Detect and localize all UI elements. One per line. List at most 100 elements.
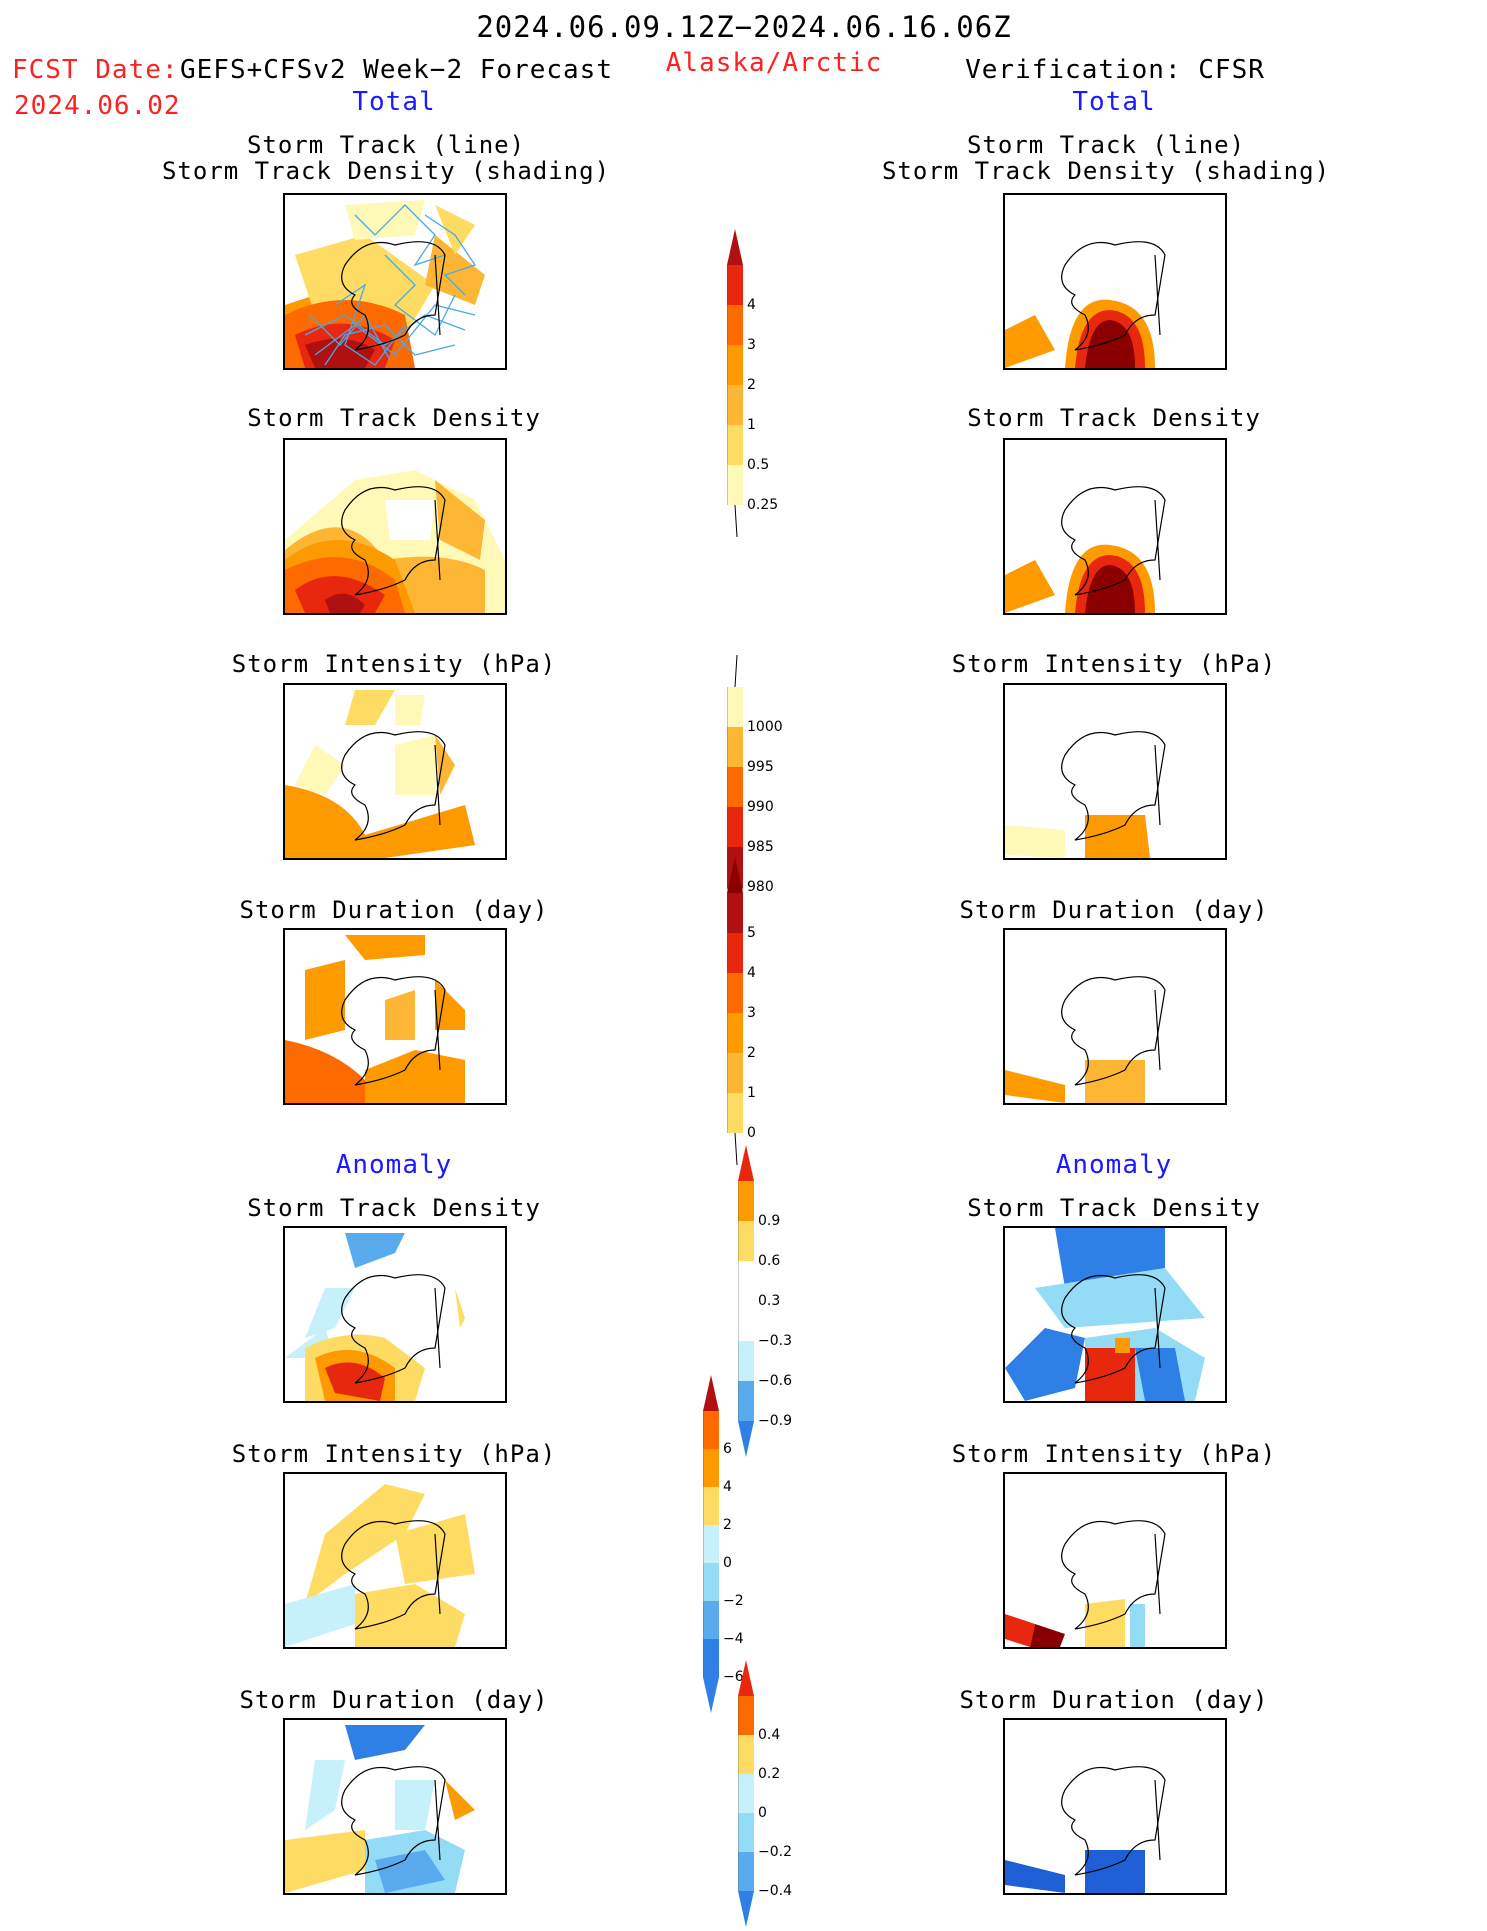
total-left-label: Total <box>352 87 436 117</box>
map-track-right <box>1003 193 1227 370</box>
map-intensity-anom-left <box>283 1472 507 1649</box>
map-intensity-anom-right <box>1003 1472 1227 1649</box>
colorbar-segment <box>727 767 743 807</box>
shade <box>1005 315 1055 368</box>
panel-title-intensity-right: Storm Intensity (hPa) <box>951 650 1277 678</box>
colorbar-segment <box>703 1639 719 1677</box>
colorbar-segment <box>738 1221 754 1261</box>
colorbar-duration-anomaly-svg <box>737 1660 754 1927</box>
colorbar-segment <box>703 1601 719 1639</box>
shade <box>1005 560 1055 613</box>
anomaly-right-label: Anomaly <box>1055 1150 1173 1180</box>
colorbar-tick-label: 1000 <box>747 719 783 735</box>
colorbar-top-arrow <box>703 1375 719 1411</box>
map-intensity-right <box>1003 683 1227 860</box>
colorbar-tick-label: −0.9 <box>758 1413 792 1429</box>
panel-title-duration-right: Storm Duration (day) <box>959 896 1269 924</box>
fcst-model: GEFS+CFSv2 Week−2 Forecast <box>180 55 613 85</box>
shade <box>365 1050 465 1103</box>
colorbar-track-density: 4 3 2 1 0.5 0.25 <box>726 229 807 545</box>
colorbar-tick-label: 3 <box>747 337 756 353</box>
colorbar-segment <box>727 385 743 425</box>
colorbar-segment <box>738 1261 754 1301</box>
shade <box>1085 320 1135 368</box>
colorbar-bottom-arrow <box>738 1421 754 1457</box>
colorbar-top-line <box>734 654 738 688</box>
shade <box>305 1288 355 1338</box>
shade <box>285 785 475 858</box>
shade <box>285 1830 365 1893</box>
colorbar-density-anomaly-svg <box>737 1145 754 1457</box>
shade <box>345 1233 405 1268</box>
colorbar-segment <box>738 1852 754 1891</box>
panel-title-duration-anom-right: Storm Duration (day) <box>959 1686 1269 1714</box>
colorbar-tick-label: 2 <box>723 1517 732 1533</box>
colorbar-bottom-arrow <box>738 1891 754 1927</box>
shade <box>445 1780 475 1820</box>
colorbar-segment <box>727 265 743 305</box>
colorbar-bottom-arrow <box>703 1677 719 1713</box>
shade <box>1085 1060 1145 1103</box>
colorbar-segment <box>738 1381 754 1421</box>
fcst-date: 2024.06.02 <box>14 91 181 121</box>
colorbar-segment <box>703 1411 719 1449</box>
colorbar-segment <box>727 305 743 345</box>
shade <box>1035 1268 1205 1328</box>
colorbar-tick-label: 0.3 <box>758 1293 781 1309</box>
colorbar-segment <box>727 893 743 933</box>
colorbar-segment <box>727 465 743 505</box>
colorbar-tick-label: 3 <box>747 1005 756 1021</box>
shade <box>455 1288 465 1328</box>
colorbar-tick-label: −0.3 <box>758 1333 792 1349</box>
anomaly-left-label: Anomaly <box>335 1150 453 1180</box>
colorbar-tick-label: −6 <box>723 1669 744 1685</box>
colorbar-tick-label: 0.2 <box>758 1766 781 1782</box>
panel-title-density-anom-right: Storm Track Density <box>967 1194 1261 1222</box>
shade <box>385 500 435 540</box>
fcst-date-label: FCST Date: <box>12 55 179 85</box>
panel-title-density-right: Storm Track Density <box>967 404 1261 432</box>
shade <box>1005 1860 1065 1893</box>
colorbar-segment <box>738 1181 754 1221</box>
colorbar-tick-label: 4 <box>747 965 756 981</box>
shade <box>325 1362 385 1401</box>
shade <box>1005 1328 1085 1401</box>
map-density-right <box>1003 438 1227 615</box>
colorbar-tick-label: 0.5 <box>747 457 770 473</box>
panel-title-track-right-line2: Storm Track Density (shading) <box>881 157 1331 185</box>
colorbar-tick-label: 980 <box>747 879 774 895</box>
colorbar-top-arrow <box>738 1660 754 1696</box>
colorbar-segment <box>738 1696 754 1735</box>
shade <box>1005 825 1065 858</box>
panel-title-track-right-line1: Storm Track (line) <box>966 131 1246 159</box>
map-duration-left <box>283 928 507 1105</box>
coastline <box>1061 1274 1166 1384</box>
panel-title-density-anom-left: Storm Track Density <box>247 1194 541 1222</box>
panel-title-track-line2: Storm Track Density (shading) <box>161 157 611 185</box>
panel-title-intensity-anom-right: Storm Intensity (hPa) <box>951 1440 1277 1468</box>
panel-title-intensity-anom-left: Storm Intensity (hPa) <box>231 1440 557 1468</box>
panel-title-density-left: Storm Track Density <box>247 404 541 432</box>
colorbar-segment <box>727 933 743 973</box>
colorbar-tick-label: −2 <box>723 1593 744 1609</box>
shade <box>1130 1604 1145 1647</box>
colorbar-tick-label: 5 <box>747 925 756 941</box>
colorbar-tick-label: 985 <box>747 839 774 855</box>
colorbar-bottom-line <box>734 504 738 538</box>
shade <box>305 960 345 1040</box>
coastline <box>1061 976 1166 1086</box>
coastline <box>341 1274 446 1384</box>
colorbar-tick-label: 2 <box>747 1045 756 1061</box>
coastline <box>1061 486 1166 596</box>
shade <box>305 1760 345 1830</box>
colorbar-tick-label: 0.6 <box>758 1253 781 1269</box>
colorbar-segment <box>727 1053 743 1093</box>
shade <box>1115 1338 1130 1353</box>
colorbar-segment <box>727 425 743 465</box>
colorbar-tick-label: 0.9 <box>758 1213 781 1229</box>
map-track-left <box>283 193 507 370</box>
colorbar-segment <box>738 1774 754 1813</box>
colorbar-duration: 5 4 3 2 1 0 <box>726 857 807 1173</box>
colorbar-tick-label: 0.4 <box>758 1727 781 1743</box>
shade <box>1005 1070 1065 1103</box>
